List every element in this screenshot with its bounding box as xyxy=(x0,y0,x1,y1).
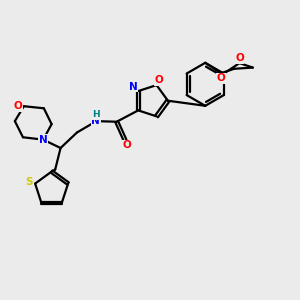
Text: H: H xyxy=(92,110,100,119)
Text: N: N xyxy=(129,82,138,92)
Text: O: O xyxy=(122,140,131,150)
Text: O: O xyxy=(154,75,163,85)
Text: N: N xyxy=(39,135,48,145)
Text: O: O xyxy=(14,101,22,111)
Text: N: N xyxy=(92,116,100,126)
Text: O: O xyxy=(216,73,225,83)
Text: S: S xyxy=(25,177,32,187)
Text: O: O xyxy=(235,53,244,63)
